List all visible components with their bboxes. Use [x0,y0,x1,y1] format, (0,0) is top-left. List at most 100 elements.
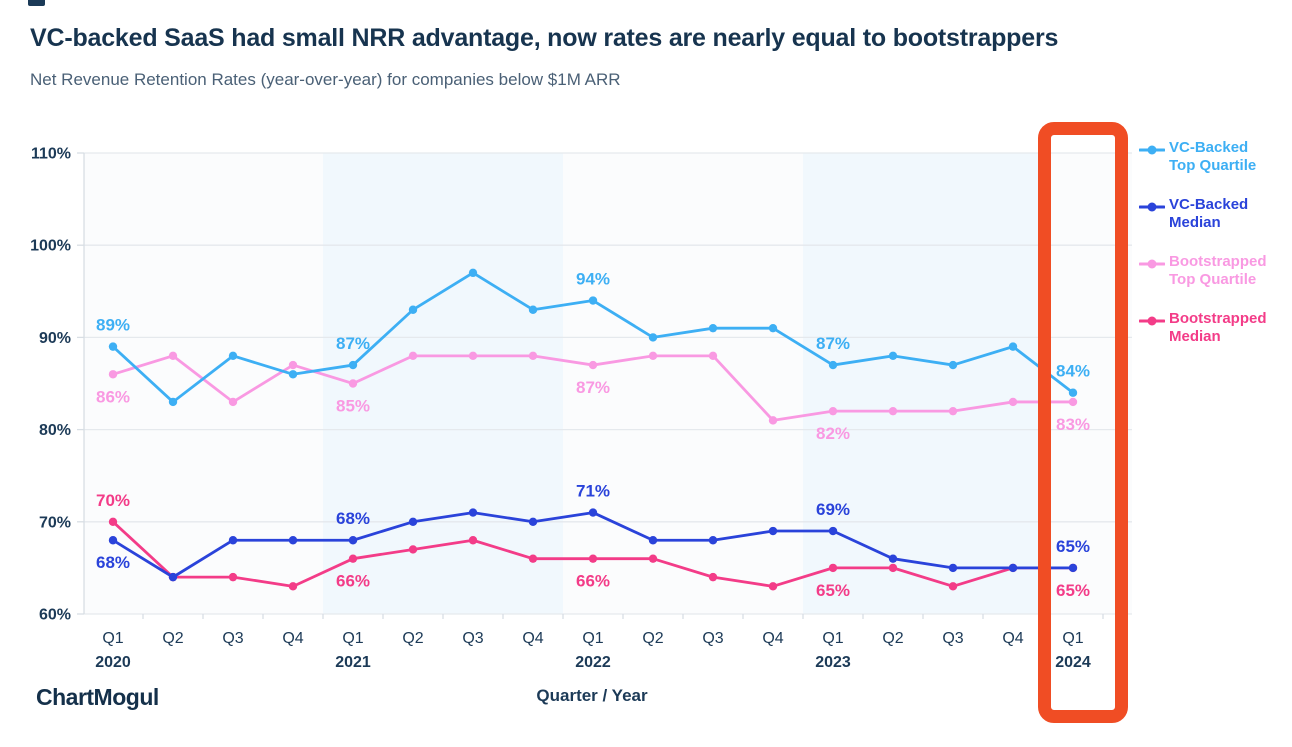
x-axis-label: Q1 [582,630,603,647]
x-axis-label: Q3 [942,630,963,647]
x-axis-label: Q2 [642,630,663,647]
data-point [408,545,418,554]
data-label: 82% [816,424,850,443]
data-label: 87% [576,378,610,397]
data-point [408,517,418,526]
legend-label: VC-Backed Median [1169,196,1248,232]
data-point [408,305,418,314]
data-point [828,563,838,573]
x-axis-label: Q1 [1062,630,1083,647]
data-point [768,323,778,333]
legend-label-line1: VC-Backed [1169,139,1249,156]
data-point [348,554,358,563]
data-point [108,517,118,526]
y-axis-label: 60% [39,607,71,624]
line-dot-marker-icon [1138,257,1169,275]
line-dot-marker-icon [1138,143,1169,161]
data-point [588,554,598,563]
legend-item-vc-backed-median: VC-Backed Median [1138,196,1289,232]
data-point [948,360,958,370]
data-label: 87% [336,334,370,353]
y-axis-label: 80% [39,422,71,439]
x-axis-label: Q4 [1002,630,1023,647]
data-point [648,351,658,361]
data-label: 69% [816,500,850,519]
data-point [288,360,298,370]
data-point [828,406,838,416]
data-label: 65% [1056,537,1090,556]
chartmogul-logo: ChartMogul [36,684,159,710]
legend-label-line2: Median [1169,328,1221,345]
y-axis-label: 100% [30,238,71,255]
data-point [1008,397,1018,407]
data-point [888,351,898,361]
data-point [708,323,718,333]
x-axis-year-label: 2022 [575,654,611,671]
data-point [228,351,238,361]
x-axis-label: Q4 [762,630,783,647]
data-point [708,536,718,545]
x-axis-label: Q3 [462,630,483,647]
data-point [708,351,718,361]
data-point [1068,397,1078,407]
data-label: 83% [1056,415,1090,434]
data-label: 65% [816,581,850,600]
x-axis-year-label: 2021 [335,654,371,671]
y-axis-label: 70% [39,514,71,531]
data-point [828,526,838,536]
chart-title: VC-backed SaaS had small NRR advantage, … [30,24,1059,52]
series-vc-backed-median [108,508,1078,582]
x-axis-year-label: 2023 [815,654,851,671]
x-axis-label: Q4 [282,630,303,647]
legend-label-line2: Top Quartile [1169,271,1257,288]
legend-item-bootstrapped-median: Bootstrapped Median [1138,310,1289,346]
data-point [708,572,718,582]
legend-label: Bootstrapped Top Quartile [1169,253,1267,289]
data-label: 66% [336,572,370,591]
data-point [288,582,298,591]
data-point [648,554,658,563]
data-point [168,351,178,361]
data-point [948,563,958,573]
data-point [768,416,778,425]
legend-label-line2: Median [1169,214,1221,231]
data-point [348,536,358,545]
x-axis-label: Q2 [402,630,423,647]
data-point [348,379,358,388]
data-point [768,582,778,591]
data-point [228,397,238,407]
legend-label-line1: VC-Backed [1169,196,1249,213]
data-label: 89% [96,316,130,335]
x-axis-label: Q2 [882,630,903,647]
data-point [1068,388,1078,397]
data-point [1068,563,1078,573]
data-point [888,563,898,573]
data-point [588,508,598,517]
data-label: 86% [96,387,130,406]
data-point [468,508,478,517]
data-point [288,536,298,545]
legend-label-line2: Top Quartile [1169,157,1257,174]
data-label: 87% [816,334,850,353]
data-point [468,268,478,278]
data-label: 66% [576,572,610,591]
x-axis-label: Q1 [102,630,123,647]
data-point [468,351,478,361]
data-point [588,296,598,305]
data-point [528,305,538,314]
data-point [648,536,658,545]
data-label: 68% [336,509,370,528]
series-vc-backed-top-quartile [108,268,1078,407]
x-axis-label: Q3 [702,630,723,647]
data-label: 94% [576,270,610,289]
x-axis-year-label: 2024 [1055,654,1091,671]
x-axis-label: Q4 [522,630,543,647]
data-point [468,536,478,545]
data-point [948,582,958,591]
chart-subtitle: Net Revenue Retention Rates (year-over-y… [30,70,621,89]
y-axis-label: 90% [39,330,71,347]
data-point [108,536,118,545]
x-axis-label: Q1 [342,630,363,647]
data-point [528,351,538,361]
